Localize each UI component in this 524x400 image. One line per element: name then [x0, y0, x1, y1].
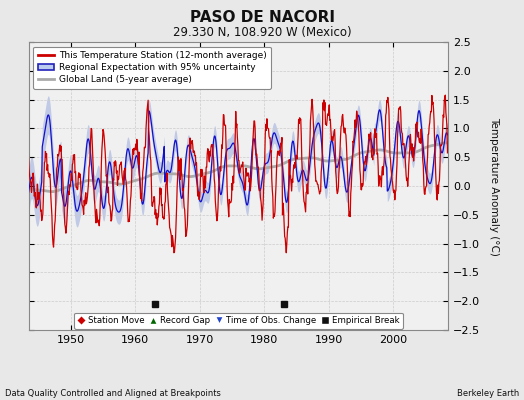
Y-axis label: Temperature Anomaly (°C): Temperature Anomaly (°C): [489, 116, 499, 256]
Legend: Station Move, Record Gap, Time of Obs. Change, Empirical Break: Station Move, Record Gap, Time of Obs. C…: [74, 313, 402, 328]
Text: 29.330 N, 108.920 W (Mexico): 29.330 N, 108.920 W (Mexico): [173, 26, 351, 39]
Text: PASO DE NACORI: PASO DE NACORI: [190, 10, 334, 25]
Text: Data Quality Controlled and Aligned at Breakpoints: Data Quality Controlled and Aligned at B…: [5, 389, 221, 398]
Text: Berkeley Earth: Berkeley Earth: [456, 389, 519, 398]
